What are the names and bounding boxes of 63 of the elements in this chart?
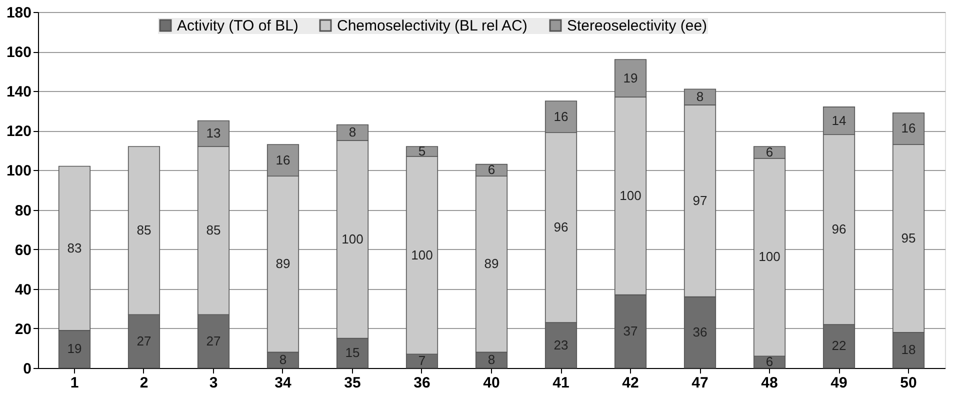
x-tick-label: 3: [209, 374, 218, 392]
data-label: 83: [67, 240, 82, 256]
data-label: 19: [67, 341, 82, 356]
data-label: 5: [418, 143, 426, 158]
legend-label: Activity (TO of BL): [177, 18, 298, 35]
x-tick-label: 34: [274, 374, 292, 392]
x-tick-label: 2: [140, 374, 148, 392]
data-label: 19: [623, 70, 638, 86]
data-label: 100: [620, 188, 642, 203]
data-label: 7: [418, 353, 426, 368]
data-label: 85: [206, 222, 221, 238]
data-label: 8: [488, 352, 496, 368]
y-tick-label: 60: [14, 242, 32, 259]
x-tick-label: 1: [70, 374, 79, 392]
x-tick-label: 36: [414, 374, 430, 392]
data-label: 27: [206, 333, 221, 348]
data-label: 89: [484, 256, 499, 272]
data-label: 13: [206, 126, 221, 141]
data-label: 16: [554, 108, 568, 124]
data-label: 8: [696, 89, 704, 104]
data-label: 8: [279, 352, 287, 368]
x-tick-label: 47: [692, 374, 708, 392]
data-label: 97: [692, 192, 708, 208]
y-tick-label: 180: [6, 4, 32, 22]
x-tick-label: 40: [483, 374, 500, 392]
data-label: 100: [342, 231, 364, 246]
data-label: 27: [136, 333, 152, 348]
data-label: 100: [758, 249, 780, 264]
x-tick-label: 48: [761, 374, 778, 392]
data-label: 96: [832, 222, 846, 237]
data-label: 6: [488, 162, 496, 178]
data-label: 96: [554, 220, 568, 235]
data-label: 15: [345, 345, 360, 360]
legend-label: Chemoselectivity (BL rel AC): [337, 18, 528, 35]
data-label: 85: [136, 222, 152, 238]
data-label: 23: [554, 337, 568, 352]
data-label: 100: [411, 247, 433, 262]
y-tick-label: 120: [6, 123, 32, 140]
y-tick-label: 0: [23, 360, 32, 378]
y-tick-label: 160: [6, 44, 32, 62]
data-label: 16: [901, 120, 916, 136]
data-label: 36: [692, 324, 708, 340]
data-label: 14: [832, 112, 846, 128]
y-tick-label: 80: [14, 202, 32, 220]
y-tick-label: 140: [6, 84, 32, 101]
x-tick-label: 49: [830, 374, 848, 392]
data-label: 89: [276, 256, 290, 272]
data-label: 37: [623, 323, 638, 338]
x-tick-label: 41: [552, 374, 570, 392]
data-label: 6: [766, 144, 774, 160]
legend-label: Stereoselectivity (ee): [567, 18, 708, 35]
data-label: 22: [832, 338, 846, 354]
y-tick-label: 100: [6, 162, 32, 180]
data-label: 8: [348, 124, 356, 140]
data-label: 18: [901, 342, 916, 358]
x-tick-label: 50: [900, 374, 917, 392]
data-label: 6: [766, 354, 774, 370]
y-tick-label: 20: [14, 320, 32, 338]
x-tick-label: 42: [622, 374, 639, 392]
data-label: 16: [276, 152, 290, 168]
y-tick-label: 40: [14, 281, 32, 298]
data-label: 95: [901, 230, 916, 246]
x-tick-label: 35: [344, 374, 361, 392]
